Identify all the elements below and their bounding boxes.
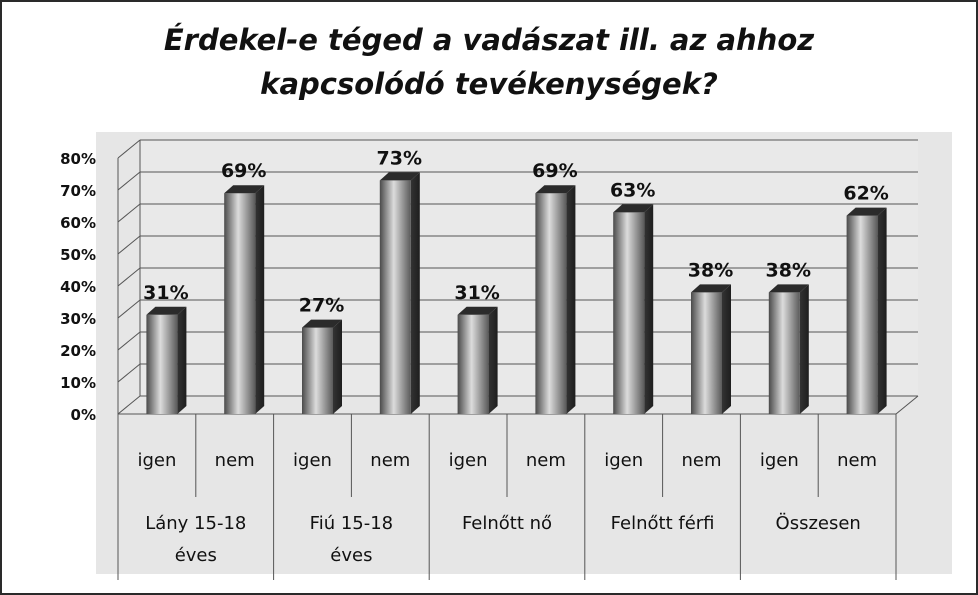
gridline-depth bbox=[117, 299, 141, 319]
bar-side bbox=[333, 319, 342, 414]
bar bbox=[302, 319, 342, 414]
x-group-label: éves bbox=[330, 545, 372, 566]
bar-side bbox=[410, 172, 420, 414]
bar-side bbox=[877, 207, 887, 414]
data-label: 38% bbox=[688, 259, 733, 281]
y-tick-label: 40% bbox=[60, 278, 96, 296]
gridline-depth bbox=[117, 363, 141, 383]
bar-front bbox=[535, 193, 567, 414]
data-label: 69% bbox=[532, 160, 577, 182]
bar-side bbox=[799, 284, 809, 414]
gridline-depth bbox=[117, 203, 141, 223]
bar-side bbox=[255, 185, 265, 414]
bar-top bbox=[224, 185, 265, 194]
bar-side bbox=[566, 185, 576, 414]
data-labels: 31% 69% 27% 73% 31% 69% 63% 38% 38% 62% bbox=[143, 147, 889, 316]
y-tick-label: 60% bbox=[60, 214, 96, 232]
bar-front bbox=[613, 212, 645, 414]
x-category-label: nem bbox=[215, 450, 255, 471]
data-label: 38% bbox=[766, 259, 811, 281]
gridline-depth bbox=[117, 331, 141, 351]
gridline-depth bbox=[117, 267, 141, 287]
bar-side bbox=[644, 204, 654, 414]
bar-top bbox=[846, 207, 887, 216]
data-label: 63% bbox=[610, 179, 655, 201]
bar-front bbox=[846, 215, 878, 414]
x-group-label: éves bbox=[175, 545, 217, 566]
bar bbox=[224, 185, 265, 414]
bar-top bbox=[146, 306, 187, 315]
bar bbox=[457, 306, 498, 414]
bar-top bbox=[768, 284, 809, 293]
bar-top bbox=[379, 172, 420, 181]
x-category-label: nem bbox=[681, 450, 721, 471]
gridline-depth bbox=[117, 171, 141, 191]
x-category-label: igen bbox=[293, 450, 332, 471]
bar bbox=[535, 185, 576, 414]
y-tick-label: 80% bbox=[60, 150, 96, 168]
bar-front bbox=[768, 292, 800, 414]
x-group-label: Lány 15-18 bbox=[145, 513, 246, 534]
bar bbox=[846, 207, 887, 414]
bar-top bbox=[535, 185, 576, 194]
bar-side bbox=[488, 306, 498, 414]
x-group-label: Fiú 15-18 bbox=[310, 513, 393, 534]
y-tick-label: 70% bbox=[60, 182, 96, 200]
bar-side bbox=[722, 284, 731, 414]
bar-top bbox=[457, 306, 498, 315]
x-category-label: igen bbox=[604, 450, 643, 471]
x-category-label: igen bbox=[449, 450, 488, 471]
gridline-depth bbox=[117, 235, 141, 255]
gridline-depth bbox=[117, 139, 141, 159]
y-tick-label: 50% bbox=[60, 246, 96, 264]
bar-front bbox=[379, 180, 411, 414]
bar bbox=[768, 284, 809, 414]
gridline-depth bbox=[117, 395, 141, 415]
chart-title-line-2: kapcsolódó tevékenységek? bbox=[260, 67, 718, 101]
bar-front bbox=[457, 314, 489, 414]
y-tick-label: 30% bbox=[60, 310, 96, 328]
x-group-label: Felnőtt férfi bbox=[611, 513, 715, 534]
x-group-label: Összesen bbox=[776, 512, 861, 534]
y-tick-label: 0% bbox=[71, 406, 96, 424]
x-category-label: nem bbox=[837, 450, 877, 471]
x-group-label: Felnőtt nő bbox=[462, 513, 552, 534]
chart-title: Érdekel-e téged a vadászat ill. az ahhoz… bbox=[0, 18, 978, 106]
data-label: 31% bbox=[454, 282, 499, 304]
bar-top bbox=[613, 204, 654, 213]
bar bbox=[613, 204, 654, 414]
data-label: 69% bbox=[221, 160, 266, 182]
bar-front bbox=[691, 292, 722, 414]
data-label: 73% bbox=[377, 147, 422, 169]
bar-front bbox=[224, 193, 256, 414]
bar-top bbox=[302, 319, 342, 328]
x-axis-table: igen nem igen nem igen nem igen nem igen nem Lány … bbox=[117, 414, 897, 580]
y-tick-label: 10% bbox=[60, 374, 96, 392]
data-label: 31% bbox=[143, 282, 188, 304]
bar bbox=[379, 172, 420, 414]
x-category-label: nem bbox=[370, 450, 410, 471]
bar-top bbox=[691, 284, 731, 293]
bars bbox=[146, 172, 887, 414]
y-axis-tick-labels: 0% 10% 20% 30% 40% 50% 60% 70% 80% bbox=[60, 150, 96, 424]
data-label: 62% bbox=[843, 183, 888, 205]
x-category-label: igen bbox=[137, 450, 176, 471]
bar-side bbox=[177, 306, 187, 414]
bar-front bbox=[302, 327, 333, 414]
y-tick-label: 20% bbox=[60, 342, 96, 360]
bar bbox=[691, 284, 731, 414]
data-label: 27% bbox=[299, 295, 344, 317]
bar bbox=[146, 306, 187, 414]
x-category-label: igen bbox=[760, 450, 799, 471]
x-category-label: nem bbox=[526, 450, 566, 471]
bar-front bbox=[146, 314, 178, 414]
chart-title-line-1: Érdekel-e téged a vadászat ill. az ahhoz bbox=[163, 23, 815, 57]
